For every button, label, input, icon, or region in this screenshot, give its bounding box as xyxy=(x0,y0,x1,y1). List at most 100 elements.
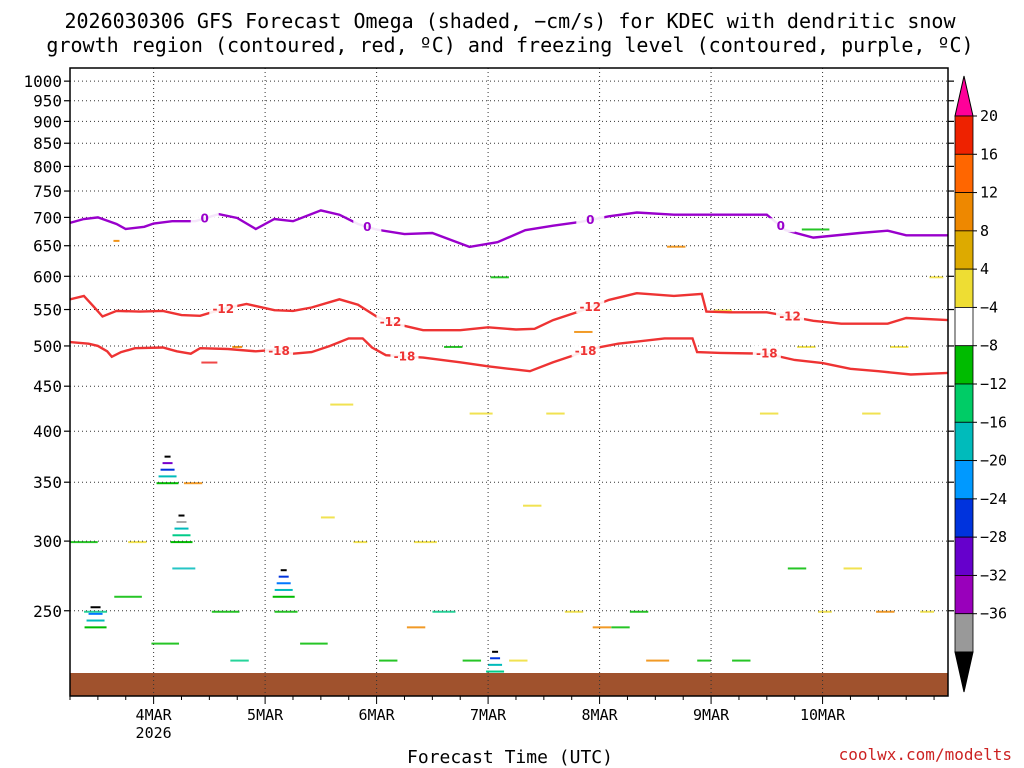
colorbar-segment xyxy=(954,307,974,347)
omega-shade-band xyxy=(272,595,295,598)
omega-shade-band xyxy=(156,482,179,485)
omega-shade-band xyxy=(276,582,291,585)
omega-shade-band xyxy=(379,659,398,662)
omega-shade-band xyxy=(444,345,463,348)
y-tick-label: 600 xyxy=(33,267,62,286)
omega-shade-band xyxy=(86,619,105,622)
y-tick-label: 350 xyxy=(33,473,62,492)
colorbar-label: −36 xyxy=(980,605,1007,623)
contour-label-bg xyxy=(353,218,382,233)
x-tick-label: 6MAR xyxy=(359,706,396,724)
omega-shade-band xyxy=(84,626,107,629)
colorbar-label: 8 xyxy=(980,222,989,240)
omega-shade-band xyxy=(330,403,354,406)
chart-title-line-2: growth region (contoured, red, ºC) and f… xyxy=(46,33,973,57)
contour-label-freezing_0: 0 xyxy=(363,220,371,234)
colorbar-segment xyxy=(954,192,974,232)
x-tick-sublabel: 2026 xyxy=(136,724,172,742)
plot-background xyxy=(70,68,948,696)
omega-shade-band xyxy=(667,245,686,248)
omega-shade-band xyxy=(523,504,542,507)
colorbar-segment xyxy=(954,115,974,155)
omega-shade-band xyxy=(646,659,670,662)
colorbar-segment xyxy=(954,613,974,653)
colorbar-segment xyxy=(954,421,974,461)
contour-label-dgz_minus12: -12 xyxy=(212,302,234,316)
omega-shade-band xyxy=(113,239,120,242)
contour-label-bg xyxy=(766,218,795,233)
omega-shade-band xyxy=(574,330,593,333)
omega-shade-band xyxy=(876,610,895,613)
y-tick-label: 250 xyxy=(33,602,62,621)
omega-shade-band xyxy=(201,361,218,364)
omega-shade-band xyxy=(90,606,101,609)
colorbar-segment xyxy=(954,498,974,538)
colorbar-segment xyxy=(954,536,974,576)
omega-shade-band xyxy=(172,567,196,570)
omega-shade-band xyxy=(432,610,456,613)
omega-shade-band xyxy=(158,475,177,478)
contour-label-bg xyxy=(576,211,605,226)
contour-label-freezing_0: 0 xyxy=(201,211,209,225)
omega-shade-band xyxy=(278,575,289,578)
omega-shade-band xyxy=(174,527,189,530)
colorbar-label: 16 xyxy=(980,145,998,163)
x-tick-label: 9MAR xyxy=(693,706,730,724)
ground-surface xyxy=(70,673,948,696)
contour-freezing_0 xyxy=(70,209,948,249)
colorbar-segment xyxy=(954,268,974,308)
omega-shade-band xyxy=(629,610,649,613)
credit-link[interactable]: coolwx.com/modelts xyxy=(839,745,1012,764)
colorbar-label: −28 xyxy=(980,528,1007,546)
omega-shade-band xyxy=(611,626,630,629)
y-tick-label: 500 xyxy=(33,337,62,356)
omega-shade-band xyxy=(128,541,147,544)
contour-label-freezing_0: 0 xyxy=(777,219,785,233)
omega-shade-band xyxy=(486,670,505,673)
colorbar-segment xyxy=(954,460,974,500)
colorbar-label: 12 xyxy=(980,184,998,202)
omega-shade-band xyxy=(274,588,293,591)
omega-shade-band xyxy=(462,659,482,662)
x-tick-label: 5MAR xyxy=(247,706,284,724)
y-tick-label: 700 xyxy=(33,208,62,227)
contour-label-bg xyxy=(376,313,405,328)
contour-label-bg xyxy=(390,348,419,363)
colorbar-label: −8 xyxy=(980,337,998,355)
omega-shade-band xyxy=(232,345,243,348)
colorbar-top-arrow xyxy=(954,75,974,117)
colorbar-label: −24 xyxy=(980,490,1007,508)
omega-shade-band xyxy=(176,521,187,524)
omega-shade-band xyxy=(509,659,528,662)
plot-frame xyxy=(69,67,949,697)
omega-shade-band xyxy=(274,610,298,613)
colorbar-bottom-arrow xyxy=(954,651,974,693)
omega-shade-band xyxy=(183,482,203,485)
contour-labels: -18 -18 -18 -18 -12 -12 -12 -12 0 0 0 0 xyxy=(190,210,805,363)
omega-shade-band xyxy=(230,659,249,662)
omega-shade-band xyxy=(732,659,751,662)
colorbar-label: −32 xyxy=(980,566,1007,584)
omega-shade-band xyxy=(920,610,934,613)
colorbar-label: −12 xyxy=(980,375,1007,393)
omega-shade-band xyxy=(801,228,830,231)
contour-label-dgz_minus18: -18 xyxy=(575,344,597,358)
y-tick-label: 650 xyxy=(33,237,62,256)
omega-shade-band xyxy=(490,657,501,660)
omega-shade-band xyxy=(170,541,193,544)
contour-label-bg xyxy=(752,345,781,360)
contour-dgz_minus12 xyxy=(70,291,948,332)
contour-label-bg xyxy=(576,299,605,314)
omega-shade-band xyxy=(172,534,191,537)
omega-shade-band xyxy=(759,412,779,415)
contour-label-bg xyxy=(209,300,238,315)
contour-label-bg xyxy=(265,342,294,357)
chart-title-line-1: 2026030306 GFS Forecast Omega (shaded, −… xyxy=(64,9,956,33)
omega-shade-band xyxy=(546,412,565,415)
contour-lines xyxy=(70,209,948,376)
y-tick-label: 300 xyxy=(33,532,62,551)
y-tick-label: 400 xyxy=(33,422,62,441)
omega-shade-band xyxy=(490,276,509,279)
